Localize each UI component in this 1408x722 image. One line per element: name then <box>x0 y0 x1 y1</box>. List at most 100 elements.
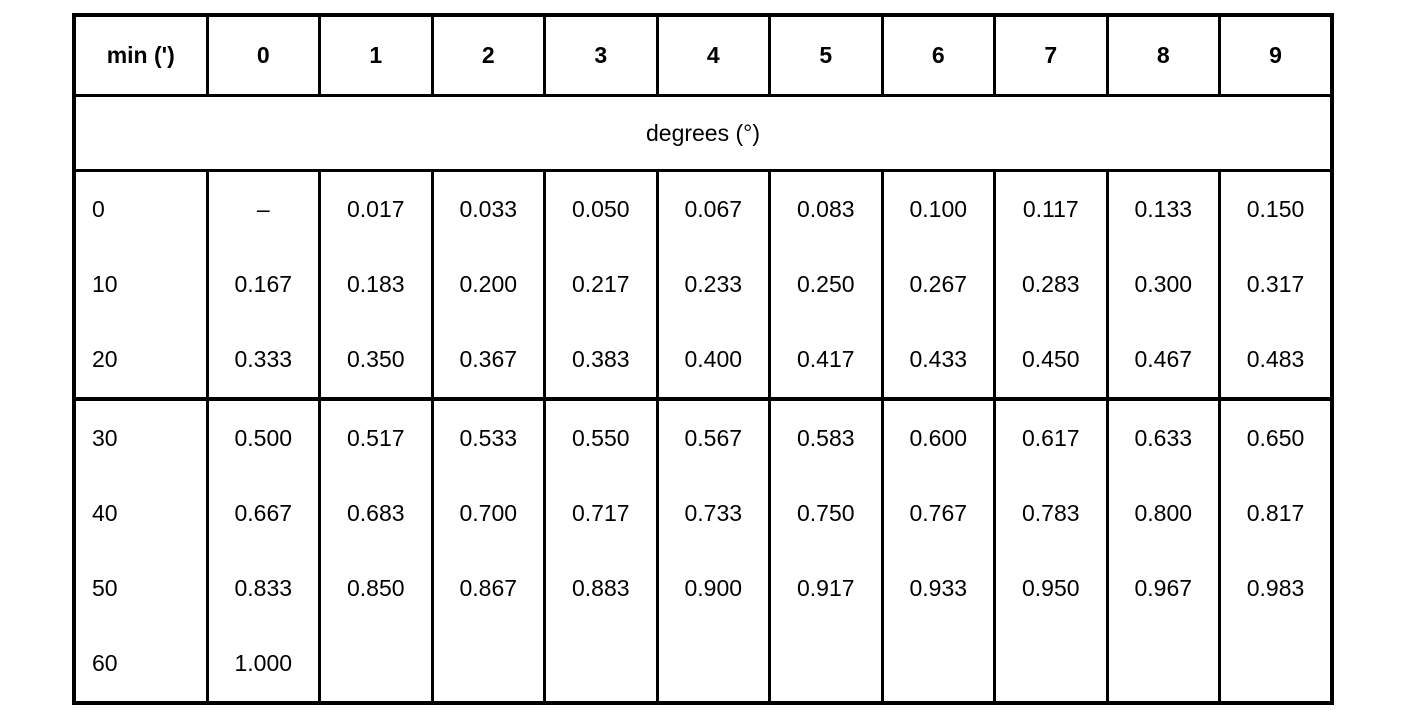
cell-1-0: 0.167 <box>205 247 321 322</box>
cell-4-7: 0.783 <box>993 476 1109 551</box>
cell-2-5: 0.417 <box>768 322 884 399</box>
cell-1-3: 0.217 <box>543 247 659 322</box>
row-min-label: 10 <box>72 247 209 322</box>
cell-2-4: 0.400 <box>655 322 771 399</box>
cell-1-5: 0.250 <box>768 247 884 322</box>
table-row-0: 0 – 0.017 0.033 0.050 0.067 0.083 0.100 … <box>72 170 1334 247</box>
cell-0-7: 0.117 <box>993 170 1109 247</box>
cell-5-6: 0.933 <box>880 551 996 626</box>
cell-3-8: 0.633 <box>1105 397 1221 476</box>
header-row: min (') 0 1 2 3 4 5 6 7 8 9 <box>72 13 1334 97</box>
cell-3-9: 0.650 <box>1218 397 1334 476</box>
cell-3-0: 0.500 <box>205 397 321 476</box>
cell-6-2 <box>430 626 546 703</box>
cell-2-9: 0.483 <box>1218 322 1334 399</box>
cell-1-6: 0.267 <box>880 247 996 322</box>
cell-5-4: 0.900 <box>655 551 771 626</box>
cell-6-8 <box>1105 626 1221 703</box>
cell-0-4: 0.067 <box>655 170 771 247</box>
cell-5-2: 0.867 <box>430 551 546 626</box>
cell-5-7: 0.950 <box>993 551 1109 626</box>
col-header-8: 8 <box>1105 13 1221 97</box>
table-row-10: 10 0.167 0.183 0.200 0.217 0.233 0.250 0… <box>72 247 1334 322</box>
cell-3-3: 0.550 <box>543 397 659 476</box>
cell-6-3 <box>543 626 659 703</box>
cell-4-0: 0.667 <box>205 476 321 551</box>
row-min-label: 60 <box>72 626 209 703</box>
cell-3-1: 0.517 <box>318 397 434 476</box>
cell-1-2: 0.200 <box>430 247 546 322</box>
cell-5-8: 0.967 <box>1105 551 1221 626</box>
cell-0-8: 0.133 <box>1105 170 1221 247</box>
cell-0-0: – <box>205 170 321 247</box>
cell-1-7: 0.283 <box>993 247 1109 322</box>
cell-2-0: 0.333 <box>205 322 321 399</box>
col-header-5: 5 <box>768 13 884 97</box>
cell-6-1 <box>318 626 434 703</box>
cell-4-3: 0.717 <box>543 476 659 551</box>
cell-4-1: 0.683 <box>318 476 434 551</box>
table-row-40: 40 0.667 0.683 0.700 0.717 0.733 0.750 0… <box>72 476 1334 551</box>
cell-6-5 <box>768 626 884 703</box>
corner-header: min (') <box>72 13 209 97</box>
cell-1-1: 0.183 <box>318 247 434 322</box>
cell-6-7 <box>993 626 1109 703</box>
cell-6-0: 1.000 <box>205 626 321 703</box>
cell-6-6 <box>880 626 996 703</box>
col-header-9: 9 <box>1218 13 1334 97</box>
cell-4-9: 0.817 <box>1218 476 1334 551</box>
col-header-6: 6 <box>880 13 996 97</box>
cell-3-7: 0.617 <box>993 397 1109 476</box>
table-row-30: 30 0.500 0.517 0.533 0.550 0.567 0.583 0… <box>72 397 1334 476</box>
cell-5-5: 0.917 <box>768 551 884 626</box>
cell-1-4: 0.233 <box>655 247 771 322</box>
col-header-0: 0 <box>205 13 321 97</box>
cell-5-9: 0.983 <box>1218 551 1334 626</box>
cell-3-5: 0.583 <box>768 397 884 476</box>
cell-2-6: 0.433 <box>880 322 996 399</box>
minutes-to-degrees-table: min (') 0 1 2 3 4 5 6 7 8 9 degrees (°) … <box>72 13 1334 705</box>
col-header-7: 7 <box>993 13 1109 97</box>
degrees-span-label: degrees (°) <box>74 94 1332 172</box>
cell-5-3: 0.883 <box>543 551 659 626</box>
cell-5-1: 0.850 <box>318 551 434 626</box>
cell-0-1: 0.017 <box>318 170 434 247</box>
cell-1-8: 0.300 <box>1105 247 1221 322</box>
cell-3-2: 0.533 <box>430 397 546 476</box>
row-min-label: 20 <box>72 322 209 399</box>
col-header-3: 3 <box>543 13 659 97</box>
table-row-50: 50 0.833 0.850 0.867 0.883 0.900 0.917 0… <box>72 551 1334 626</box>
cell-6-9 <box>1218 626 1334 703</box>
row-min-label: 40 <box>72 476 209 551</box>
cell-4-8: 0.800 <box>1105 476 1221 551</box>
cell-4-6: 0.767 <box>880 476 996 551</box>
row-min-label: 50 <box>72 551 209 626</box>
cell-0-3: 0.050 <box>543 170 659 247</box>
cell-0-2: 0.033 <box>430 170 546 247</box>
cell-2-2: 0.367 <box>430 322 546 399</box>
cell-4-5: 0.750 <box>768 476 884 551</box>
cell-3-4: 0.567 <box>655 397 771 476</box>
cell-3-6: 0.600 <box>880 397 996 476</box>
col-header-1: 1 <box>318 13 434 97</box>
cell-0-5: 0.083 <box>768 170 884 247</box>
cell-2-7: 0.450 <box>993 322 1109 399</box>
row-min-label: 30 <box>72 397 209 476</box>
col-header-2: 2 <box>430 13 546 97</box>
cell-4-2: 0.700 <box>430 476 546 551</box>
table-row-20: 20 0.333 0.350 0.367 0.383 0.400 0.417 0… <box>72 322 1334 399</box>
cell-2-3: 0.383 <box>543 322 659 399</box>
cell-6-4 <box>655 626 771 703</box>
cell-5-0: 0.833 <box>205 551 321 626</box>
degrees-row: degrees (°) <box>74 94 1332 172</box>
table-row-60: 60 1.000 <box>72 626 1334 703</box>
cell-0-9: 0.150 <box>1218 170 1334 247</box>
cell-0-6: 0.100 <box>880 170 996 247</box>
cell-4-4: 0.733 <box>655 476 771 551</box>
cell-1-9: 0.317 <box>1218 247 1334 322</box>
cell-2-8: 0.467 <box>1105 322 1221 399</box>
col-header-4: 4 <box>655 13 771 97</box>
row-min-label: 0 <box>72 170 209 247</box>
cell-2-1: 0.350 <box>318 322 434 399</box>
